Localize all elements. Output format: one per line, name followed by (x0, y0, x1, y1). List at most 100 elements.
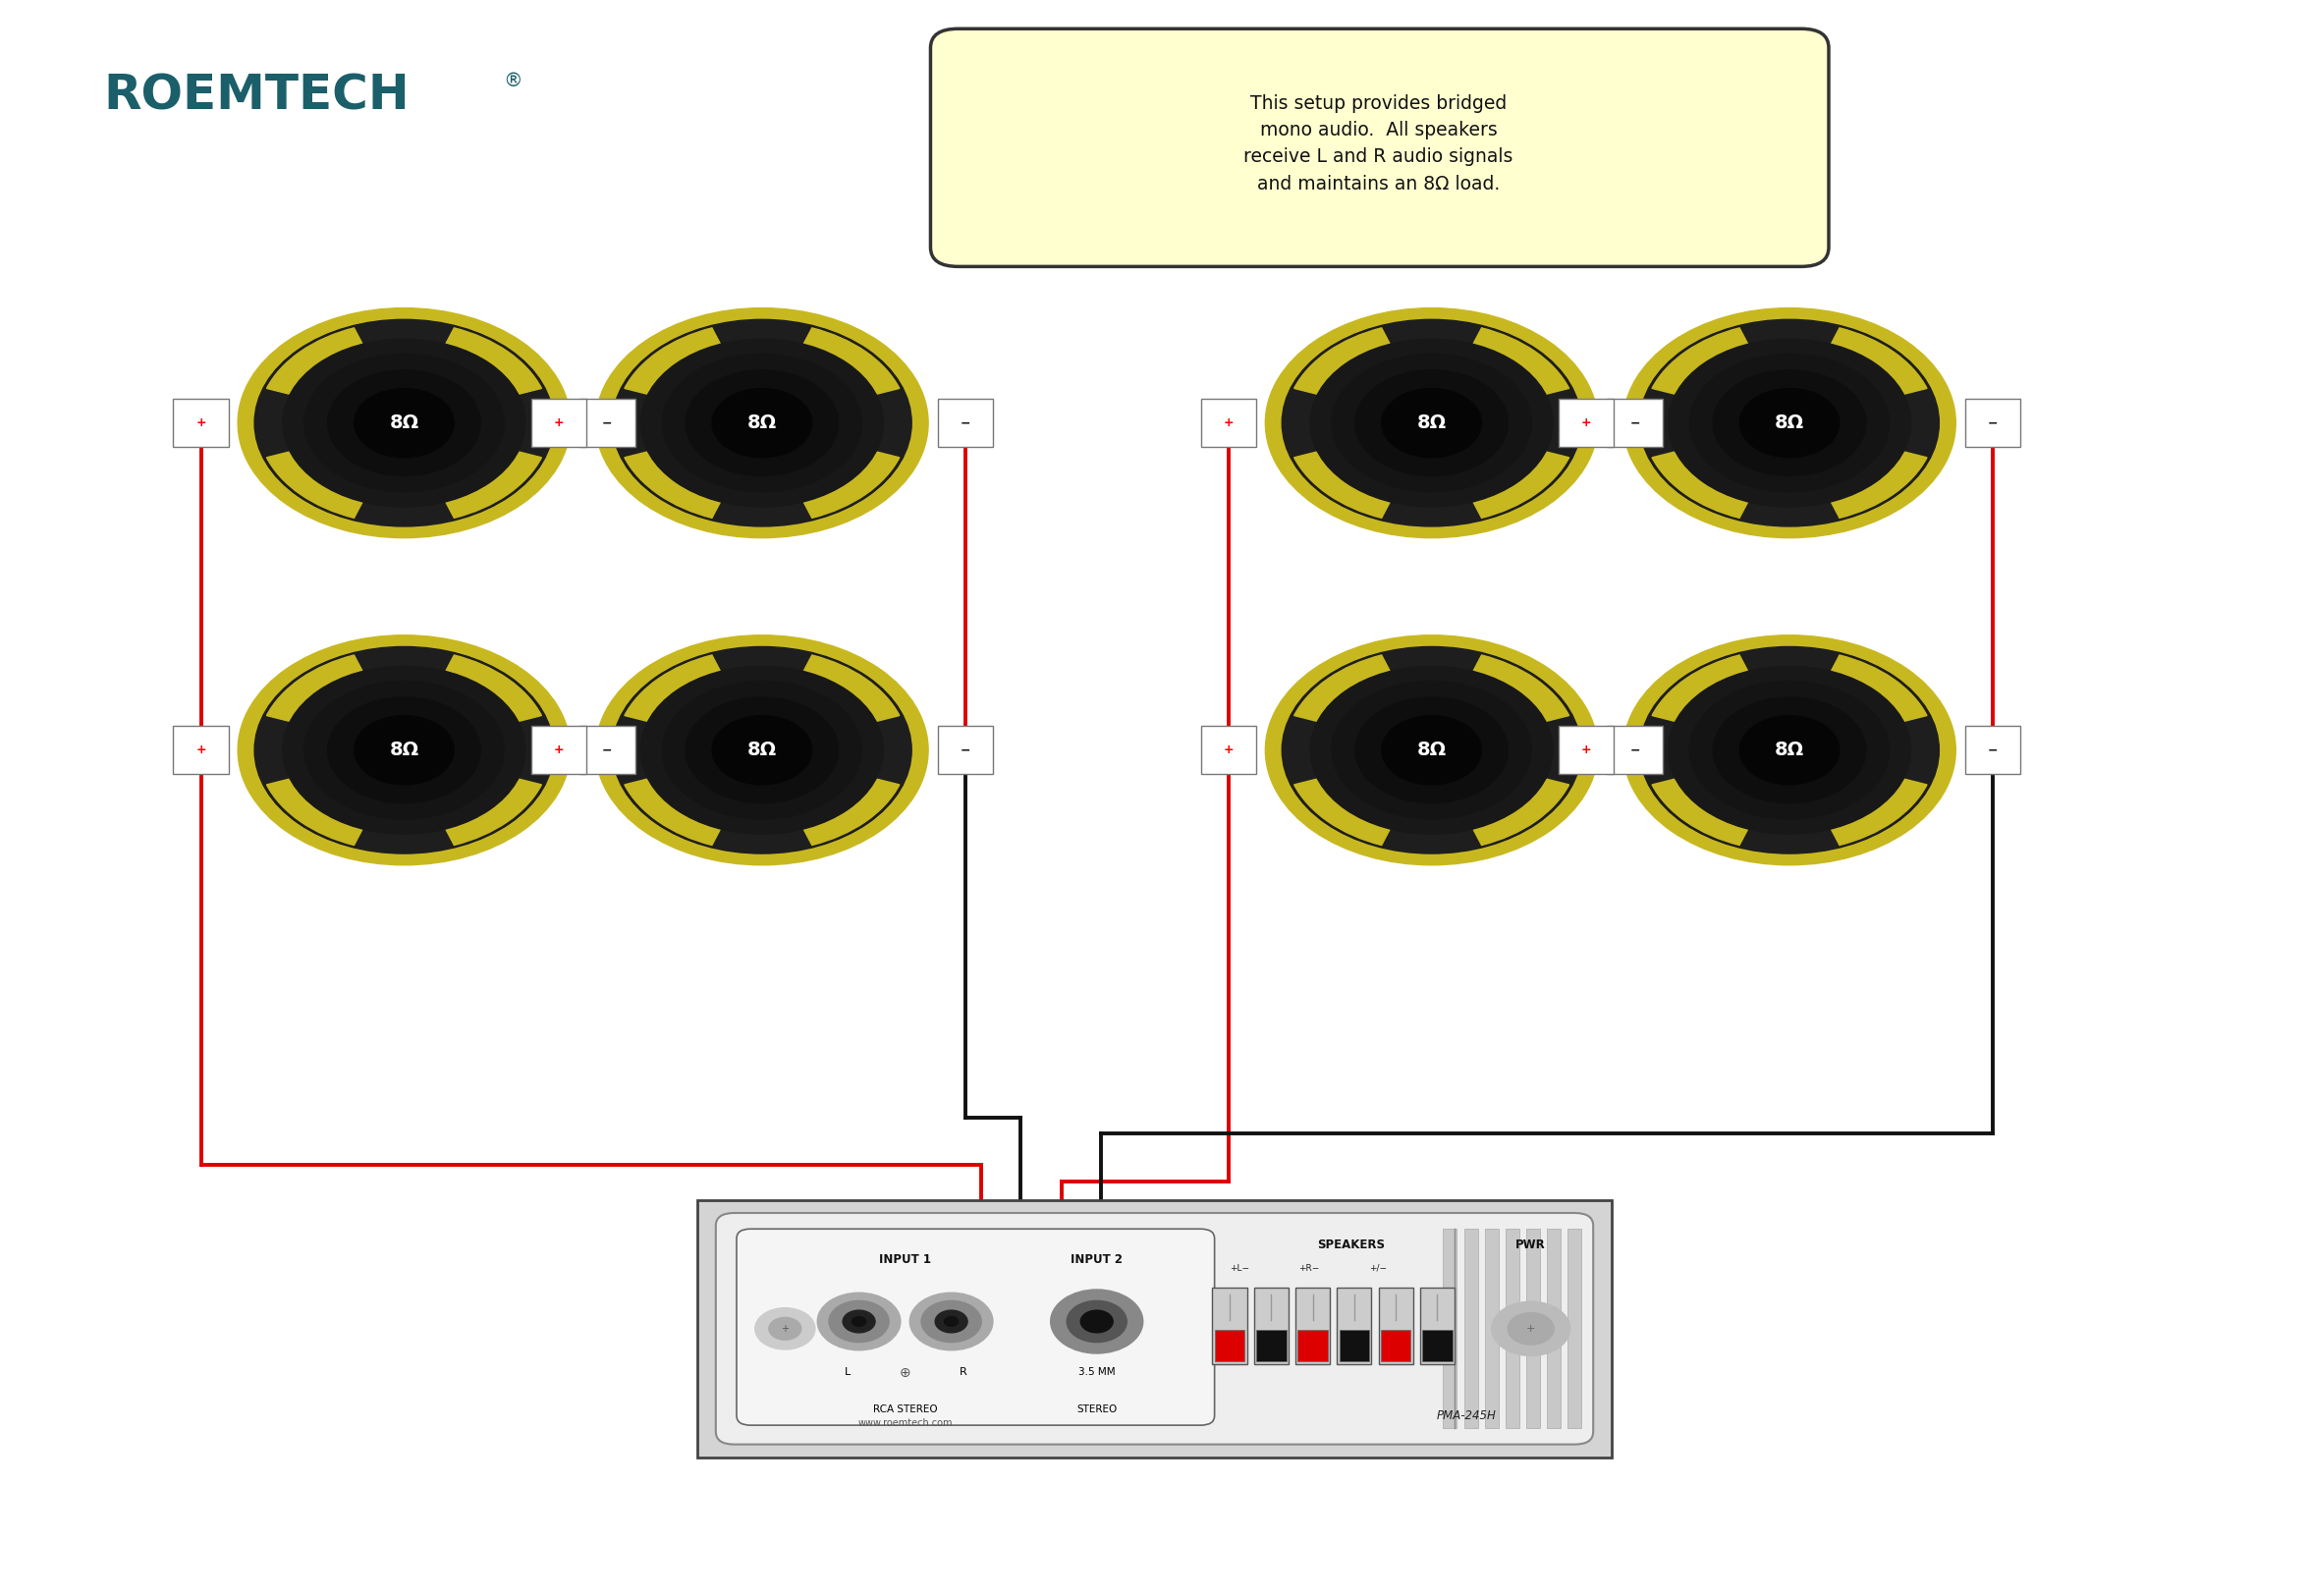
Circle shape (769, 1318, 801, 1341)
Circle shape (1051, 1290, 1143, 1353)
Text: STEREO: STEREO (1076, 1404, 1118, 1414)
Text: −: − (961, 417, 970, 429)
Text: www.roemtech.com: www.roemtech.com (857, 1419, 954, 1428)
Circle shape (1739, 388, 1840, 458)
FancyBboxPatch shape (1559, 399, 1614, 447)
Text: −: − (1988, 417, 1997, 429)
Text: INPUT 2: INPUT 2 (1071, 1253, 1122, 1266)
Text: −: − (1630, 417, 1639, 429)
Text: +L−: +L− (1231, 1264, 1249, 1274)
Wedge shape (1789, 327, 1928, 423)
Wedge shape (404, 750, 543, 846)
Bar (1420, 1288, 1455, 1365)
Text: +/−: +/− (1369, 1264, 1388, 1274)
Circle shape (1690, 354, 1889, 492)
Wedge shape (762, 423, 901, 519)
FancyBboxPatch shape (1607, 726, 1662, 774)
Circle shape (353, 715, 455, 785)
Text: 8Ω: 8Ω (1418, 741, 1445, 760)
Bar (1505, 1229, 1519, 1428)
Bar (1337, 1288, 1372, 1365)
Text: RCA STEREO: RCA STEREO (873, 1404, 937, 1414)
Wedge shape (1432, 750, 1570, 846)
Circle shape (1667, 338, 1912, 508)
FancyBboxPatch shape (1965, 399, 2020, 447)
Wedge shape (266, 654, 404, 750)
Circle shape (1381, 388, 1482, 458)
FancyBboxPatch shape (580, 726, 635, 774)
Wedge shape (1651, 327, 1789, 423)
FancyBboxPatch shape (937, 399, 993, 447)
FancyBboxPatch shape (737, 1229, 1215, 1425)
Circle shape (711, 715, 813, 785)
Circle shape (1713, 370, 1866, 476)
Wedge shape (1789, 423, 1928, 519)
Text: −: − (961, 744, 970, 757)
Bar (1485, 1229, 1499, 1428)
Bar (1215, 1329, 1245, 1361)
Text: 8Ω: 8Ω (390, 413, 418, 433)
Circle shape (238, 635, 570, 865)
Text: +: + (780, 1323, 790, 1334)
Circle shape (1309, 666, 1554, 835)
Circle shape (1492, 1302, 1570, 1357)
Circle shape (305, 354, 503, 492)
Wedge shape (762, 327, 901, 423)
Text: +: + (196, 744, 206, 757)
Text: +: + (554, 417, 563, 429)
Circle shape (755, 1309, 815, 1350)
Circle shape (829, 1301, 889, 1342)
Bar (1339, 1329, 1369, 1361)
Wedge shape (1432, 654, 1570, 750)
Circle shape (282, 666, 526, 835)
Circle shape (640, 338, 884, 508)
Circle shape (935, 1310, 967, 1333)
Text: ⊕: ⊕ (901, 1366, 910, 1379)
Circle shape (282, 338, 526, 508)
Bar (1547, 1229, 1561, 1428)
Circle shape (328, 370, 480, 476)
Circle shape (1623, 635, 1956, 865)
Circle shape (1639, 319, 1940, 527)
Bar (1381, 1329, 1411, 1361)
Text: PWR: PWR (1515, 1238, 1547, 1251)
Text: 8Ω: 8Ω (1776, 413, 1803, 433)
Wedge shape (1432, 327, 1570, 423)
Text: +R−: +R− (1298, 1264, 1321, 1274)
Text: +: + (1526, 1323, 1535, 1334)
Circle shape (254, 646, 554, 854)
Text: This setup provides bridged
mono audio.  All speakers
receive L and R audio sign: This setup provides bridged mono audio. … (1245, 94, 1512, 193)
Wedge shape (266, 423, 404, 519)
Circle shape (612, 319, 912, 527)
Text: L: L (845, 1368, 850, 1377)
Bar (1256, 1329, 1286, 1361)
Text: 8Ω: 8Ω (1776, 741, 1803, 760)
Circle shape (1332, 354, 1531, 492)
Circle shape (596, 635, 928, 865)
Wedge shape (623, 750, 762, 846)
Bar (1422, 1329, 1452, 1361)
FancyBboxPatch shape (937, 726, 993, 774)
Circle shape (1332, 681, 1531, 819)
Wedge shape (1651, 750, 1789, 846)
Text: −: − (603, 744, 612, 757)
Wedge shape (762, 654, 901, 750)
Bar (1212, 1288, 1247, 1365)
FancyBboxPatch shape (716, 1213, 1593, 1444)
Text: 8Ω: 8Ω (748, 741, 776, 760)
FancyBboxPatch shape (580, 399, 635, 447)
FancyBboxPatch shape (531, 399, 586, 447)
FancyBboxPatch shape (697, 1200, 1612, 1457)
Text: ROEMTECH: ROEMTECH (104, 72, 411, 120)
Circle shape (305, 681, 503, 819)
Wedge shape (266, 327, 404, 423)
FancyBboxPatch shape (531, 726, 586, 774)
Text: +: + (1224, 417, 1233, 429)
FancyBboxPatch shape (1201, 399, 1256, 447)
FancyBboxPatch shape (1965, 726, 2020, 774)
Circle shape (1713, 697, 1866, 803)
Text: +: + (196, 417, 206, 429)
Circle shape (1508, 1312, 1554, 1344)
Wedge shape (266, 750, 404, 846)
Circle shape (1067, 1301, 1127, 1342)
